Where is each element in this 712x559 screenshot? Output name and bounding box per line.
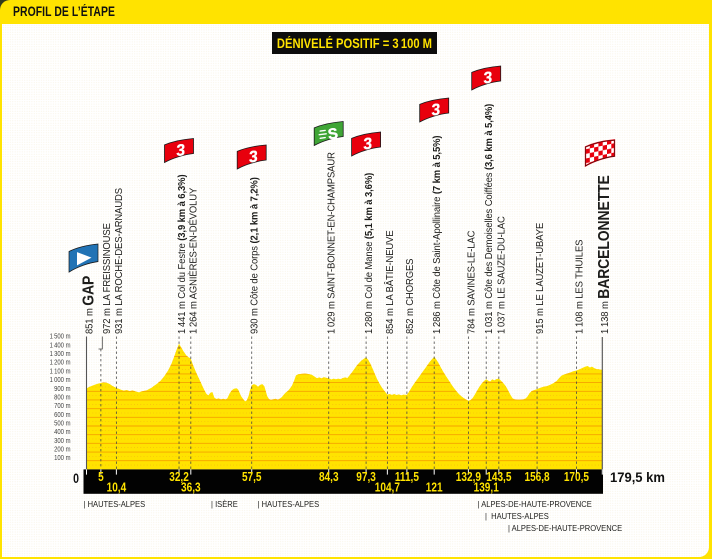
- svg-text:3: 3: [482, 69, 493, 87]
- svg-text:1 280 m Col de Manse (5,1 km à: 1 280 m Col de Manse (5,1 km à 3,6%): [363, 173, 375, 334]
- svg-text:100 m: 100 m: [54, 455, 71, 463]
- svg-text:200 m: 200 m: [54, 446, 71, 454]
- svg-text:| HAUTES-ALPES: | HAUTES-ALPES: [258, 500, 320, 510]
- svg-text:| HAUTES-ALPES: | HAUTES-ALPES: [84, 500, 146, 510]
- svg-text:156,8: 156,8: [524, 471, 549, 484]
- svg-text:800 m: 800 m: [54, 394, 71, 402]
- svg-text:1 441 m Col du Festre (3,9 km: 1 441 m Col du Festre (3,9 km à 6,3%): [176, 175, 188, 334]
- svg-text:500 m: 500 m: [54, 420, 71, 428]
- svg-text:3: 3: [430, 101, 441, 119]
- svg-text:1 037 m LE SAUZE-DU-LAC: 1 037 m LE SAUZE-DU-LAC: [496, 216, 508, 334]
- svg-text:1 138 m BARCELONNETTE: 1 138 m BARCELONNETTE: [597, 175, 614, 334]
- svg-text:57,5: 57,5: [242, 471, 262, 484]
- svg-text:1 100 m: 1 100 m: [50, 368, 71, 376]
- svg-text:900 m: 900 m: [54, 385, 71, 393]
- svg-text:1 000 m: 1 000 m: [50, 377, 71, 385]
- svg-text:852 m CHORGES: 852 m CHORGES: [404, 258, 416, 334]
- svg-text:400 m: 400 m: [54, 429, 71, 437]
- svg-text:1 400 m: 1 400 m: [50, 342, 71, 350]
- svg-text:139,1: 139,1: [474, 482, 500, 495]
- svg-text:3: 3: [248, 148, 259, 166]
- svg-text:| HAUTES-ALPES: | HAUTES-ALPES: [485, 512, 549, 522]
- svg-text:854 m LA BÂTIE-NEUVE: 854 m LA BÂTIE-NEUVE: [384, 230, 396, 334]
- svg-text:36,3: 36,3: [181, 482, 201, 495]
- svg-text:170,5: 170,5: [564, 471, 590, 484]
- svg-text:132,9: 132,9: [456, 471, 481, 484]
- svg-text:| ISÈRE: | ISÈRE: [211, 500, 238, 510]
- svg-text:931 m LA ROCHE-DES-ARNAUDS: 931 m LA ROCHE-DES-ARNAUDS: [113, 188, 125, 334]
- svg-text:104,7: 104,7: [375, 482, 400, 495]
- svg-text:143,5: 143,5: [486, 471, 512, 484]
- svg-text:10,4: 10,4: [107, 482, 127, 495]
- svg-text:3: 3: [175, 142, 186, 160]
- svg-text:915 m LE LAUZET-UBAYE: 915 m LE LAUZET-UBAYE: [534, 222, 546, 334]
- svg-text:1 029 m SAINT-BONNET-EN-CHAMPS: 1 029 m SAINT-BONNET-EN-CHAMPSAUR: [326, 152, 338, 334]
- svg-text:930 m Côte de Corps (2,1 km à: 930 m Côte de Corps (2,1 km à 7,2%): [249, 177, 261, 334]
- svg-text:1 500 m: 1 500 m: [50, 333, 71, 341]
- svg-text:851 m GAP: 851 m GAP: [81, 276, 98, 334]
- svg-text:111,5: 111,5: [395, 471, 420, 484]
- svg-text:1 108 m LES THUILES: 1 108 m LES THUILES: [573, 239, 585, 334]
- svg-text:84,3: 84,3: [319, 471, 339, 484]
- svg-text:600 m: 600 m: [54, 411, 71, 419]
- svg-text:1 300 m: 1 300 m: [50, 351, 71, 359]
- svg-text:300 m: 300 m: [54, 437, 71, 445]
- svg-text:97,3: 97,3: [356, 471, 376, 484]
- svg-text:3: 3: [362, 135, 373, 153]
- svg-text:1 286 m Côte de Saint-Apollina: 1 286 m Côte de Saint-Apollinaire (7 km …: [431, 136, 443, 334]
- svg-text:| ALPES-DE-HAUTE-PROVENCE: | ALPES-DE-HAUTE-PROVENCE: [478, 500, 593, 510]
- svg-text:S: S: [327, 125, 339, 143]
- svg-text:700 m: 700 m: [54, 403, 71, 411]
- svg-text:179,5 km: 179,5 km: [610, 470, 665, 486]
- svg-text:784 m SAVINES-LE-LAC: 784 m SAVINES-LE-LAC: [465, 231, 477, 334]
- svg-text:121: 121: [426, 482, 443, 495]
- svg-text:1 031 m Côte des Demoiselles C: 1 031 m Côte des Demoiselles Coiffées (3…: [483, 104, 495, 334]
- svg-text:1 264 m AGNIÈRES-EN-DÉVOLUY: 1 264 m AGNIÈRES-EN-DÉVOLUY: [188, 187, 200, 334]
- svg-text:32,2: 32,2: [169, 471, 189, 484]
- svg-text:1 200 m: 1 200 m: [50, 359, 71, 367]
- svg-text:5: 5: [98, 471, 104, 484]
- svg-text:972 m LA FREISSINOUSE: 972 m LA FREISSINOUSE: [101, 223, 113, 334]
- svg-text:0: 0: [73, 471, 79, 487]
- svg-text:| ALPES-DE-HAUTE-PROVENCE: | ALPES-DE-HAUTE-PROVENCE: [508, 524, 623, 534]
